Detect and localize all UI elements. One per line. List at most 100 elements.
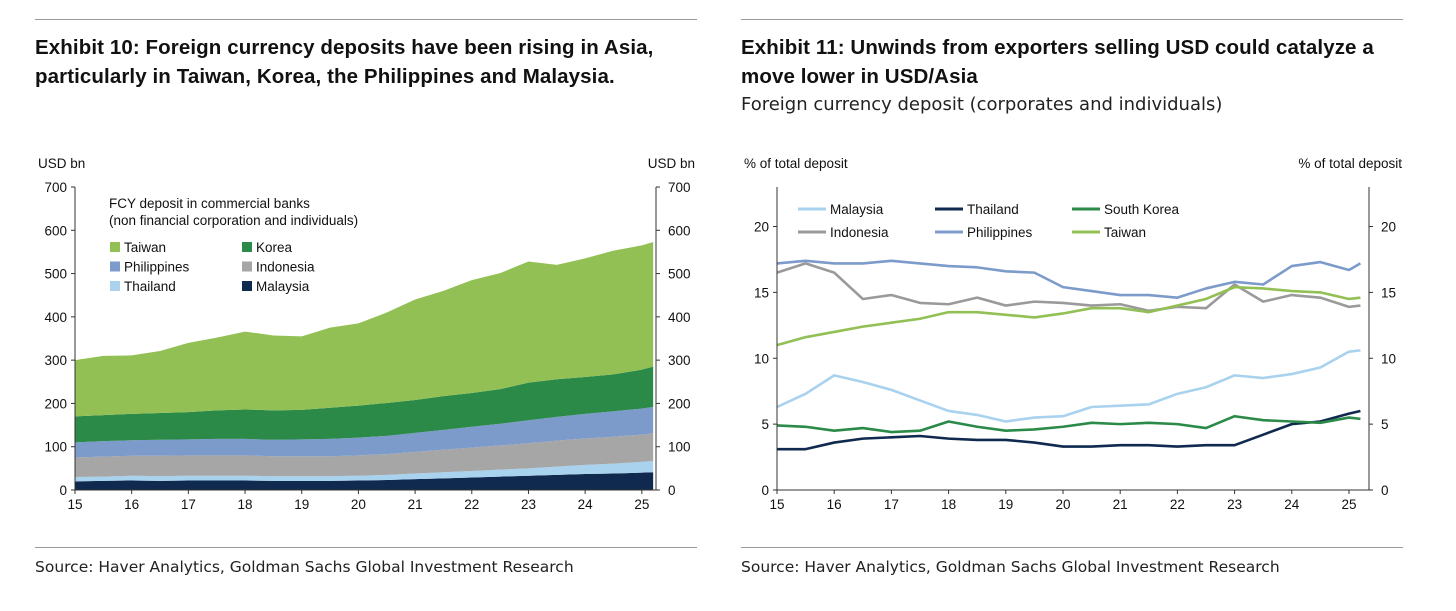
axes-group: 0 0 5 5 10 10 15 15 20 20 15 16 17 18 19 20 21 22 23 24 25 (754, 187, 1396, 512)
exhibit-10-title-line-1: Exhibit 10: Foreign currency deposits ha… (35, 36, 654, 59)
x-tick-label: 19 (294, 497, 309, 512)
exhibit-11-subtitle: Foreign currency deposit (corporates and… (741, 94, 1223, 115)
y-tick-label-left: 300 (44, 353, 67, 368)
x-tick-label: 23 (521, 497, 536, 512)
legend-label-thailand: Thailand (967, 202, 1019, 217)
top-rule (741, 19, 1403, 20)
area-philippines (75, 406, 654, 458)
exhibit-10-chart: USD bn USD bn 0 0 100 100 200 200 300 300 400 400… (38, 156, 695, 512)
line-thailand (777, 409, 1361, 451)
y-tick-label-right: 500 (668, 267, 691, 282)
y-tick-label-right: 0 (668, 483, 676, 498)
exhibit-11-panel: Exhibit 11: Unwinds from exporters selli… (728, 0, 1456, 611)
line-series-group (776, 259, 1362, 451)
legend-swatch-taiwan (110, 242, 120, 252)
y-tick-label-right: 300 (668, 353, 691, 368)
area-korea (75, 366, 654, 443)
y-tick-label-right: 15 (1381, 285, 1396, 300)
legend-label-malaysia: Malaysia (830, 202, 884, 217)
x-tick-label: 16 (827, 497, 842, 512)
y-tick-label-left: 400 (44, 310, 67, 325)
bottom-rule (35, 547, 697, 548)
x-tick-label: 15 (67, 497, 82, 512)
exhibit-10-panel: Exhibit 10: Foreign currency deposits ha… (35, 19, 697, 576)
legend-label-philippines: Philippines (967, 225, 1033, 240)
legend-swatch-philippines (110, 261, 120, 272)
x-tick-label: 20 (1055, 497, 1070, 512)
x-tick-label: 20 (351, 497, 366, 512)
legend-label-philippines: Philippines (124, 260, 190, 275)
y-tick-label-left: 600 (44, 223, 67, 238)
legend-label-indonesia: Indonesia (830, 225, 889, 240)
y-tick-label-left: 15 (754, 285, 769, 300)
line-indonesia (776, 262, 1361, 313)
y-axis-label-left: % of total deposit (744, 156, 848, 171)
y-tick-label-left: 100 (44, 440, 67, 455)
legend-label-taiwan: Taiwan (124, 240, 166, 255)
x-tick-label: 22 (464, 497, 479, 512)
legend-label-korea: Korea (256, 240, 293, 255)
legend-label-south-korea: South Korea (1104, 202, 1180, 217)
y-tick-label-right: 600 (668, 223, 691, 238)
x-tick-label: 25 (634, 497, 649, 512)
y-tick-label-right: 0 (1381, 483, 1389, 498)
legend-swatch-korea (242, 242, 252, 252)
exhibit-11-source: Source: Haver Analytics, Goldman Sachs G… (741, 558, 1280, 576)
legend-title-line-2: (non financial corporation and individua… (109, 213, 358, 228)
legend-label-taiwan: Taiwan (1104, 225, 1146, 240)
x-tick-label: 25 (1341, 497, 1356, 512)
y-tick-label-right: 100 (668, 440, 691, 455)
y-tick-label-left: 5 (761, 417, 769, 432)
exhibit-11-title-line-1: Exhibit 11: Unwinds from exporters selli… (741, 36, 1374, 59)
line-philippines (776, 259, 1362, 299)
y-tick-label-left: 0 (761, 483, 769, 498)
legend-entries: Taiwan Korea Philippines Indonesia Thailand M… (110, 240, 315, 294)
y-tick-label-right: 700 (668, 180, 691, 195)
y-tick-label-right: 5 (1381, 417, 1389, 432)
legend: Malaysia Thailand South Korea Indonesia Phil… (798, 202, 1180, 240)
bottom-rule (741, 547, 1403, 548)
y-axis-label-right: % of total deposit (1298, 156, 1402, 171)
x-tick-label: 22 (1170, 497, 1185, 512)
area-thailand (75, 460, 654, 482)
exhibit-11-title-line-2: move lower in USD/Asia (741, 65, 978, 88)
legend-label-thailand: Thailand (124, 279, 176, 294)
legend-swatch-thailand (110, 281, 120, 291)
x-tick-label: 17 (884, 497, 899, 512)
x-tick-label: 17 (181, 497, 196, 512)
x-tick-label: 16 (124, 497, 139, 512)
top-rule (35, 19, 697, 20)
x-tick-label: 18 (941, 497, 956, 512)
y-tick-label-right: 10 (1381, 351, 1396, 366)
exhibit-10-title-line-2: particularly in Taiwan, Korea, the Phili… (35, 65, 615, 88)
y-tick-label-right: 400 (668, 310, 691, 325)
y-tick-label-right: 20 (1381, 220, 1396, 235)
x-tick-label: 15 (769, 497, 784, 512)
y-tick-label-left: 20 (754, 220, 769, 235)
area-indonesia (75, 433, 654, 478)
x-tick-label: 23 (1227, 497, 1242, 512)
legend-label-malaysia: Malaysia (256, 279, 310, 294)
line-taiwan (776, 285, 1361, 347)
x-tick-label: 21 (1113, 497, 1128, 512)
y-axis-label-left: USD bn (38, 156, 85, 171)
y-tick-label-right: 200 (668, 396, 691, 411)
x-tick-label: 18 (238, 497, 253, 512)
y-axis-label-right: USD bn (648, 156, 695, 171)
x-tick-label: 21 (408, 497, 423, 512)
area-malaysia (75, 472, 654, 490)
y-tick-label-left: 0 (59, 483, 67, 498)
exhibit-10-source: Source: Haver Analytics, Goldman Sachs G… (35, 558, 574, 576)
x-tick-label: 24 (1284, 497, 1300, 512)
axes-group: 0 0 100 100 200 200 300 300 400 400 500 500 600 600 70… (44, 180, 690, 512)
y-tick-label-left: 700 (44, 180, 67, 195)
y-tick-label-left: 500 (44, 267, 67, 282)
area-taiwan (75, 241, 654, 417)
y-tick-label-left: 200 (44, 396, 67, 411)
line-malaysia (776, 349, 1361, 423)
exhibit-11-chart: % of total deposit % of total deposit 0 0… (744, 156, 1402, 512)
legend-label-indonesia: Indonesia (256, 260, 315, 275)
line-south-korea (776, 414, 1361, 434)
area-series-group (75, 241, 654, 490)
legend-title-line-1: FCY deposit in commercial banks (109, 196, 310, 211)
